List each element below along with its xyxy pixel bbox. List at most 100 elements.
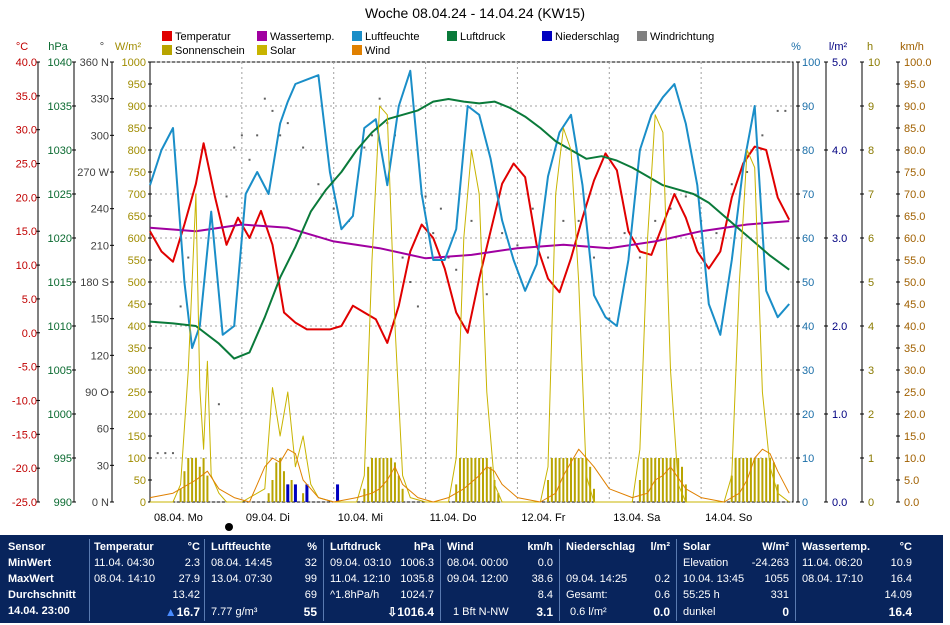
axis-tick-label-wind: 70.0 (904, 189, 925, 201)
stats-divider (795, 539, 796, 621)
solar-avg-value: 331 (770, 589, 789, 601)
legend-swatch (257, 31, 267, 41)
press-title: Luftdruck (330, 541, 381, 553)
axis-tick-label-wind: 45.0 (904, 299, 925, 311)
axis-tick-label-winddir: 300 (91, 130, 109, 142)
axis-tick-label-pressure: 1030 (48, 145, 72, 157)
solar-max-value: 1055 (764, 573, 789, 585)
axis-tick-label-winddir: 270 W (77, 167, 109, 179)
stats-divider (676, 539, 677, 621)
sunshine-bar (550, 458, 553, 502)
hum-max-value: 99 (304, 573, 317, 585)
press-trend-value: 1024.7 (400, 589, 434, 601)
axis-unit-sunhours: h (867, 41, 873, 53)
sunshine-bar (665, 458, 668, 502)
legend-label: Solar (270, 45, 296, 57)
axis-tick-label-rain: 0.0 (832, 497, 847, 509)
axis-tick-label-wind: 30.0 (904, 365, 925, 377)
winddir-point (746, 171, 749, 173)
solar-now-value: 0 (782, 605, 789, 619)
legend-item-luftdruck: Luftdruck (447, 31, 505, 43)
rain-bar (286, 484, 290, 502)
winddir-point (715, 232, 718, 235)
x-tick-label-day: 14.04. So (705, 512, 752, 524)
stats-col-humidity: Luftfeuchte % 08.04. 14:45 32 13.04. 07:… (205, 535, 323, 623)
axis-tick-label-pressure: 1015 (48, 277, 72, 289)
stats-row-now: 14.04. 23:00 (8, 605, 70, 617)
sunshine-bar (290, 480, 293, 502)
sunshine-bar (275, 462, 278, 502)
axis-tick-label-winddir: 330 (91, 94, 109, 106)
axis-tick-label-sunhours: 6 (868, 233, 874, 245)
axis-tick-label-pressure: 990 (54, 497, 72, 509)
axis-tick-label-solar: 550 (128, 255, 146, 267)
axis-tick-label-solar: 350 (128, 343, 146, 355)
winddir-point (187, 256, 190, 259)
sunshine-bar (267, 493, 270, 502)
sunshine-bar (761, 458, 764, 502)
series-line-wassertemp (149, 220, 790, 260)
axis-tick-label-solar: 400 (128, 321, 146, 333)
legend-label: Niederschlag (555, 31, 620, 43)
x-tick-label-day: 11.04. Do (430, 512, 477, 524)
chart-canvas: 40.035.030.025.020.015.010.05.00.0-5.0-1… (12, 41, 932, 531)
stats-divider (559, 539, 560, 621)
hum-avg-value: 69 (304, 589, 317, 601)
axis-tick-label-pressure: 1010 (48, 321, 72, 333)
axis-tick-label-solar: 300 (128, 365, 146, 377)
rain-unit: l/m² (650, 541, 670, 553)
x-tick-label-day: 12.04. Fr (521, 512, 565, 524)
axis-tick-label-pressure: 1025 (48, 189, 72, 201)
sunshine-bar (462, 458, 465, 502)
axis-tick-label-pressure: 995 (54, 453, 72, 465)
axis-tick-label-humidity: 100 (802, 57, 820, 69)
winddir-point (562, 219, 565, 222)
water-max-value: 16.4 (890, 573, 912, 585)
legend-swatch (637, 31, 647, 41)
sunshine-bar (187, 458, 190, 502)
axis-tick-label-humidity: 70 (802, 189, 814, 201)
axis-tick-label-temp: 30.0 (16, 125, 37, 137)
sunshine-bar (382, 458, 385, 502)
legend-label: Sonnenschein (175, 45, 245, 57)
legend-swatch (162, 45, 172, 55)
legend-label: Wind (365, 45, 391, 57)
axis-tick-label-sunhours: 1 (868, 453, 874, 465)
legend-item-wassertemp: Wassertemp. (257, 31, 334, 43)
sunshine-bar (765, 458, 768, 502)
legend-swatch (352, 31, 362, 41)
legend-swatch (542, 31, 552, 41)
winddir-point (776, 109, 779, 112)
axis-tick-label-sunhours: 2 (868, 409, 874, 421)
wind-beaufort: 1 Bft N-NW (453, 606, 509, 618)
wind-now-value: 3.1 (536, 605, 553, 619)
sunshine-bar (554, 458, 557, 502)
sunshine-bar (581, 458, 584, 502)
sunshine-bar (642, 458, 645, 502)
axis-tick-label-wind: 15.0 (904, 431, 925, 443)
sunshine-bar (681, 466, 684, 502)
sunshine-bar (573, 458, 576, 502)
sunshine-bar (393, 462, 396, 502)
sunshine-bar (570, 458, 573, 502)
axis-tick-label-solar: 250 (128, 387, 146, 399)
axis-tick-label-wind: 50.0 (904, 277, 925, 289)
axis-tick-label-winddir: 60 (97, 424, 109, 436)
sunshine-bar (730, 475, 733, 502)
sunshine-bar (661, 458, 664, 502)
axis-tick-label-wind: 75.0 (904, 167, 925, 179)
axis-tick-label-temp: -10.0 (12, 395, 37, 407)
axis-unit-winddir: ° (100, 41, 104, 53)
solar-title: Solar (683, 541, 711, 553)
rain-bar (305, 484, 309, 502)
stats-row-max: MaxWert (8, 573, 54, 585)
stats-header-sensor: Sensor (8, 541, 46, 553)
axis-tick-label-winddir: 90 O (85, 387, 109, 399)
stats-col-solar: Solar W/m² Elevation -24.263 10.04. 13:4… (677, 535, 795, 623)
winddir-point (171, 452, 174, 455)
stats-col-wind: Wind km/h 08.04. 00:00 0.0 09.04. 12:00 … (441, 535, 559, 623)
wind-min-value: 0.0 (537, 557, 553, 569)
axis-tick-label-temp: -15.0 (12, 429, 37, 441)
sunshine-bar (497, 493, 500, 502)
axis-tick-label-rain: 2.0 (832, 321, 847, 333)
